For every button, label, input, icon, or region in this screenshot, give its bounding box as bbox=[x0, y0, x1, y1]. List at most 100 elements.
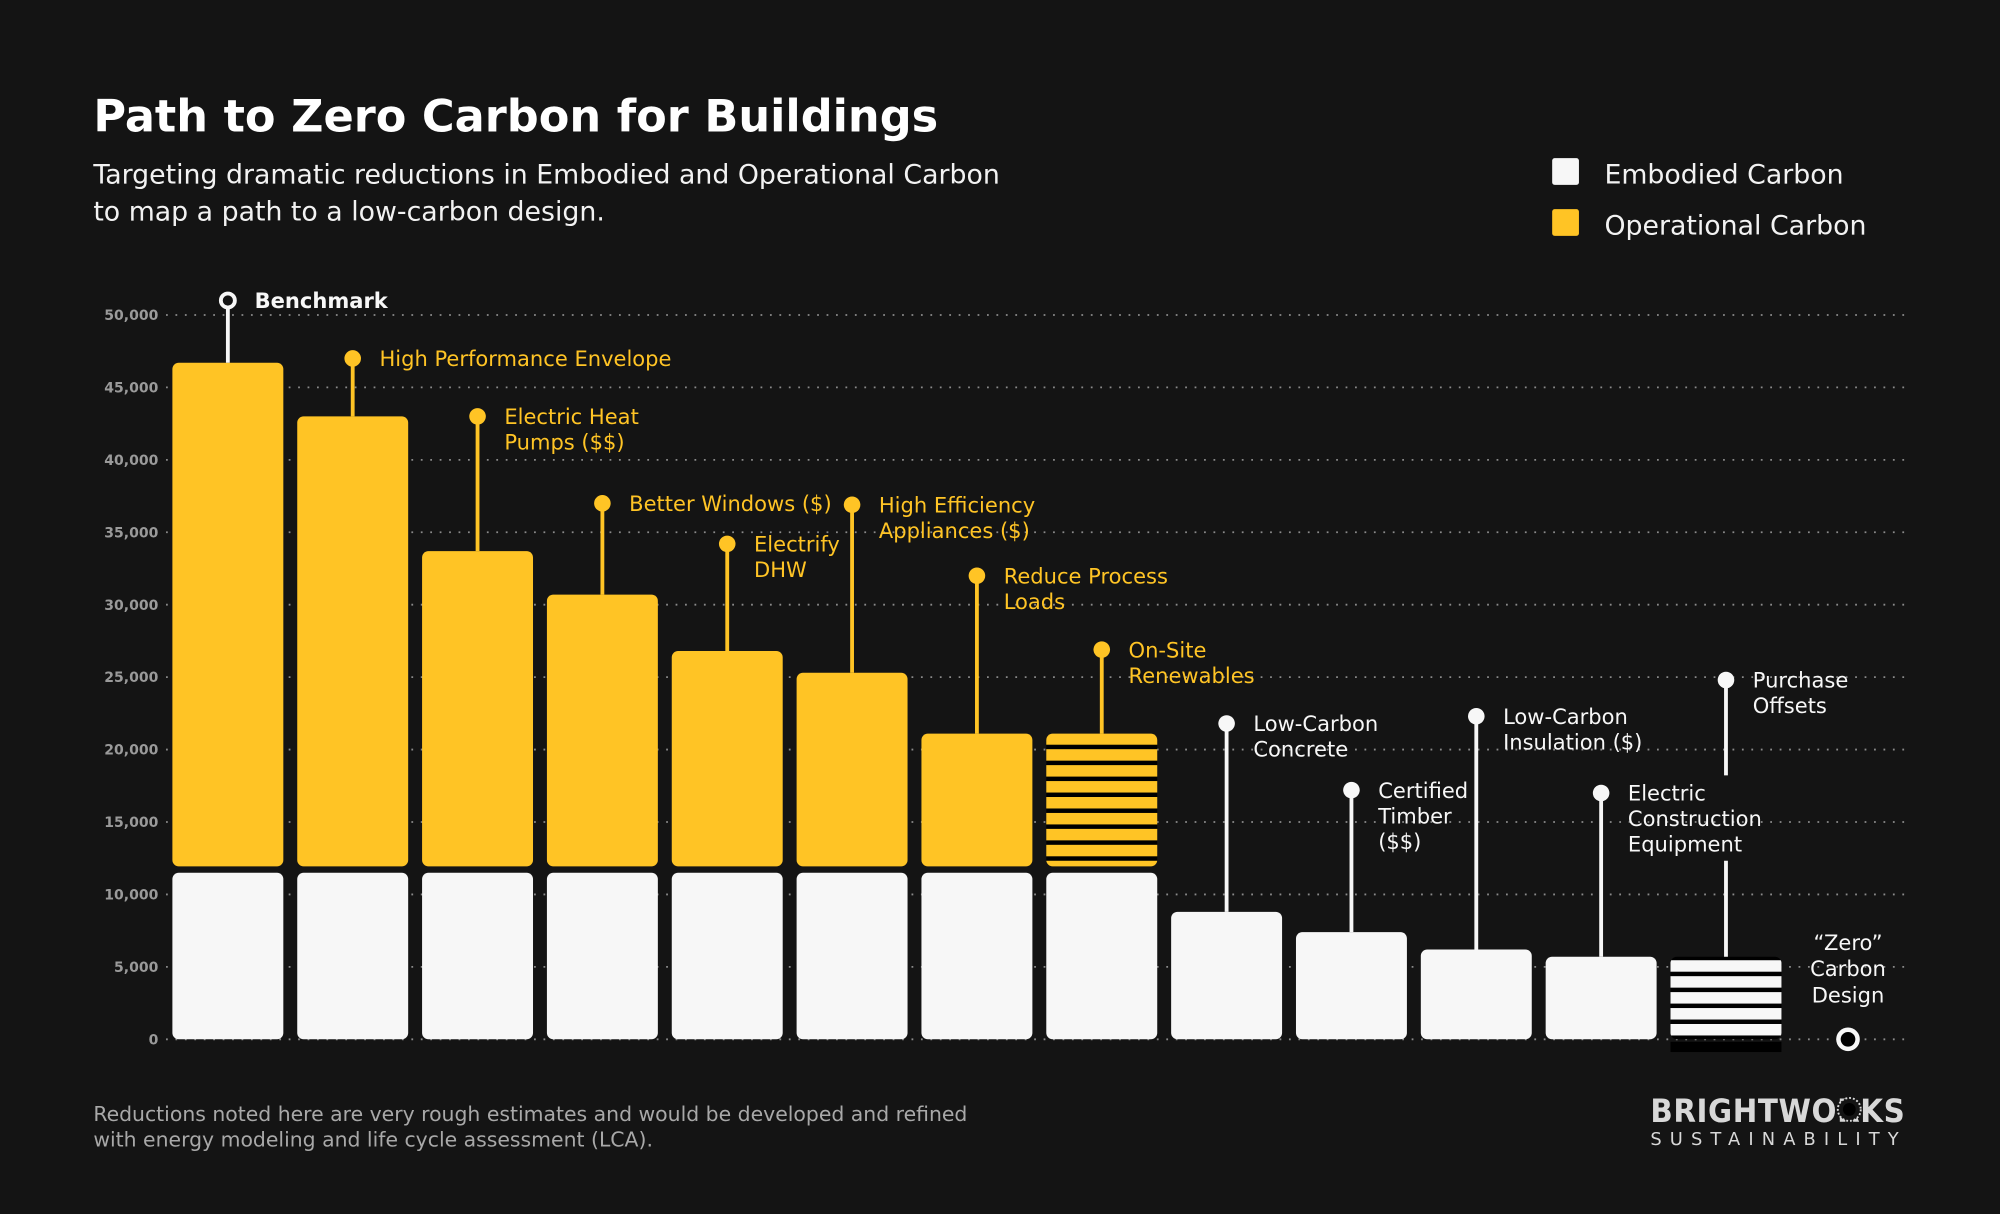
bar-group bbox=[1295, 932, 1407, 1040]
y-tick-label: 0 bbox=[149, 1032, 159, 1048]
bar-group bbox=[1171, 911, 1283, 1040]
marker-dot bbox=[1592, 784, 1610, 802]
bars bbox=[172, 362, 1782, 1053]
step-label-line: Better Windows ($) bbox=[629, 491, 831, 516]
y-tick-label: 30,000 bbox=[104, 598, 158, 614]
step-label-line: Offsets bbox=[1753, 693, 1827, 718]
step-label: High Performance Envelope bbox=[379, 346, 671, 371]
step-label-line: Renewables bbox=[1129, 663, 1255, 688]
marker-dot bbox=[1343, 781, 1360, 799]
marker-dot bbox=[344, 350, 361, 367]
brightworks-logo: BRIGHTWORKS SUSTAINABILITY bbox=[1650, 1092, 1905, 1150]
bar-group bbox=[546, 594, 658, 1040]
marker-dot bbox=[1717, 671, 1735, 689]
step-label-line: Concrete bbox=[1253, 737, 1348, 762]
bar-embodied bbox=[1046, 872, 1158, 1040]
step-label-line: Certified bbox=[1378, 778, 1468, 803]
step-label: Electrify DHW bbox=[754, 532, 840, 583]
step-label-line: Timber bbox=[1377, 803, 1452, 828]
bar-group bbox=[1420, 949, 1532, 1040]
step-label: Reduce Process Loads bbox=[1004, 563, 1168, 614]
y-tick-label: 15,000 bbox=[104, 815, 158, 831]
step-label-line: Low-Carbon bbox=[1503, 704, 1628, 729]
bar-embodied bbox=[921, 872, 1033, 1040]
markers: Benchmark High Performance Envelope Electr… bbox=[218, 288, 1886, 1052]
step-label: High Efficiency Appliances ($) bbox=[879, 492, 1035, 543]
bar-embodied bbox=[1171, 911, 1283, 1040]
step-label-line: DHW bbox=[754, 557, 807, 582]
step-label-line: Electric Heat bbox=[504, 404, 639, 429]
step-label: Purchase Offsets bbox=[1753, 668, 1849, 719]
step-label-line: Reduce Process bbox=[1004, 563, 1168, 588]
zero-carbon-marker bbox=[1836, 1027, 1860, 1052]
step-label: On-Site Renewables bbox=[1129, 637, 1255, 688]
page-title: Path to Zero Carbon for Buildings bbox=[93, 90, 938, 142]
bar-operational bbox=[796, 672, 908, 867]
step-label-line: Appliances ($) bbox=[879, 518, 1030, 543]
bar-operational bbox=[1046, 733, 1158, 867]
step-label: Low-Carbon Concrete bbox=[1253, 711, 1378, 762]
bar-operational bbox=[172, 362, 284, 867]
step-label-line: Benchmark bbox=[255, 288, 389, 313]
bar-group bbox=[921, 733, 1033, 1040]
step-label-line: Insulation ($) bbox=[1503, 729, 1642, 754]
step-label-line: Construction bbox=[1628, 806, 1762, 831]
subtitle-line-1: Targeting dramatic reductions in Embodie… bbox=[92, 160, 999, 191]
zero-carbon-label: “Zero” Carbon Design bbox=[1810, 930, 1886, 1007]
bar-operational bbox=[422, 551, 534, 867]
marker-dot bbox=[469, 408, 486, 425]
step-label-line: Pumps ($$) bbox=[504, 430, 624, 455]
bar-group bbox=[297, 416, 409, 1040]
marker-dot bbox=[968, 567, 986, 585]
marker-dot bbox=[1468, 707, 1485, 725]
y-tick-label: 10,000 bbox=[104, 888, 158, 904]
y-tick-label: 5,000 bbox=[114, 960, 159, 976]
bar-group bbox=[1046, 733, 1158, 1040]
bar-group bbox=[172, 362, 284, 1040]
zero-carbon-label-line: Carbon bbox=[1810, 956, 1886, 981]
bar-embodied bbox=[671, 872, 783, 1040]
step-label-line: On-Site bbox=[1129, 637, 1207, 662]
bar-group bbox=[671, 651, 783, 1040]
marker-dot bbox=[594, 495, 611, 512]
step-label-line: High Efficiency bbox=[879, 492, 1035, 517]
bar-embodied bbox=[546, 872, 658, 1040]
bar-group bbox=[422, 551, 534, 1040]
zero-carbon-label-line: “Zero” bbox=[1813, 930, 1882, 955]
step-label: Low-Carbon Insulation ($) bbox=[1503, 704, 1642, 755]
step-label-line: Purchase bbox=[1753, 668, 1849, 693]
footnote-line-2: with energy modeling and life cycle asse… bbox=[93, 1127, 653, 1151]
bar-operational bbox=[671, 651, 783, 867]
step-label-line: Loads bbox=[1004, 589, 1065, 614]
bar-operational bbox=[297, 416, 409, 867]
marker-dot bbox=[718, 535, 736, 553]
legend-label-embodied: Embodied Carbon bbox=[1604, 160, 1843, 191]
marker-dot bbox=[218, 291, 237, 310]
bar-embodied bbox=[297, 872, 409, 1040]
y-tick-label: 20,000 bbox=[104, 743, 158, 759]
y-tick-label: 35,000 bbox=[104, 525, 158, 541]
zero-carbon-label-line: Design bbox=[1812, 982, 1885, 1007]
logo-name: BRIGHTWORKS bbox=[1650, 1092, 1905, 1130]
step-label-line: Electrify bbox=[754, 532, 840, 557]
y-axis-ticks: 0 5,000 10,000 15,000 20,000 25,000 30,000 35,0… bbox=[104, 308, 158, 1048]
y-tick-label: 45,000 bbox=[104, 381, 158, 397]
bar-operational bbox=[921, 733, 1033, 867]
step-label: Benchmark bbox=[255, 288, 389, 313]
bar-embodied bbox=[796, 872, 908, 1040]
y-tick-label: 40,000 bbox=[104, 453, 158, 469]
logo-tagline: SUSTAINABILITY bbox=[1650, 1129, 1905, 1150]
step-label-line: Low-Carbon bbox=[1253, 711, 1378, 736]
footnote-line-1: Reductions noted here are very rough est… bbox=[93, 1102, 967, 1126]
step-label: Certified Timber ($$) bbox=[1377, 778, 1468, 854]
bar-embodied bbox=[1670, 956, 1782, 1040]
bar-embodied bbox=[1420, 949, 1532, 1040]
sun-icon bbox=[1836, 1096, 1862, 1122]
bar-embodied bbox=[422, 872, 534, 1040]
legend: Embodied Carbon Operational Carbon bbox=[1552, 158, 1866, 242]
marker-dot bbox=[1093, 641, 1111, 658]
step-label: Electric Construction Equipment bbox=[1628, 781, 1762, 857]
step-label: Better Windows ($) bbox=[629, 491, 831, 516]
bar-embodied bbox=[172, 872, 284, 1040]
bar-embodied bbox=[1295, 932, 1407, 1040]
